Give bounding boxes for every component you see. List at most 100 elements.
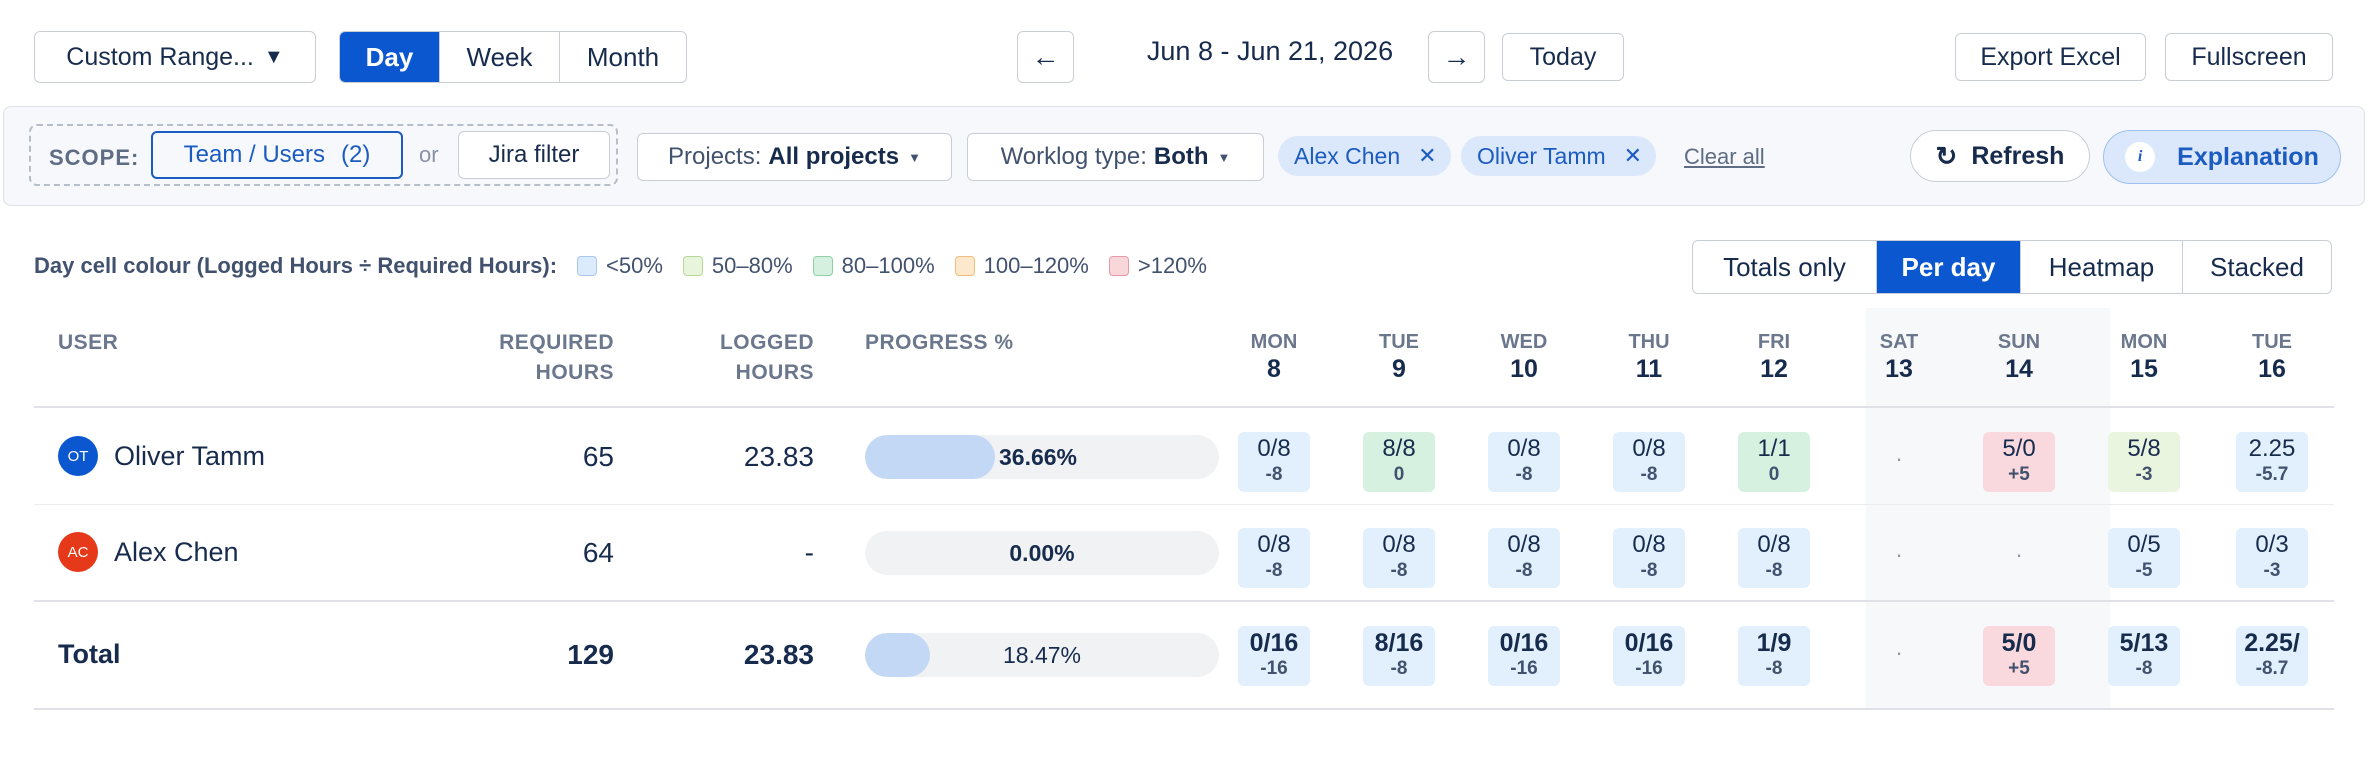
table-row[interactable]: OT Oliver Tamm 65 23.83 36.66% — [34, 408, 2334, 504]
cell-logged-required: 0/8 — [1507, 435, 1541, 462]
day-cell[interactable]: 0/3 -3 — [2236, 528, 2308, 588]
toolbar: Custom Range... ▼ Day Week Month ← Jun 8… — [0, 0, 2368, 106]
fullscreen-button[interactable]: Fullscreen — [2165, 33, 2333, 81]
granularity-week[interactable]: Week — [440, 32, 560, 82]
projects-dropdown[interactable]: Projects: All projects ▼ — [637, 133, 952, 181]
explanation-button[interactable]: i Explanation — [2103, 130, 2341, 184]
cell-difference: -8 — [1640, 560, 1658, 581]
cell-logged-required: 5/0 — [2001, 629, 2037, 657]
day-of-week: SUN — [1997, 331, 2041, 353]
view-heatmap[interactable]: Heatmap — [2021, 241, 2183, 293]
legend-swatch — [954, 256, 975, 276]
granularity-day[interactable]: Day — [340, 32, 440, 82]
total-day-cell[interactable]: 2.25/-8.7 — [2236, 626, 2308, 686]
cell-logged-required: 0/8 — [1632, 531, 1666, 558]
day-header: SAT 13 — [1854, 330, 1944, 384]
progress-percent: 18.47% — [1002, 641, 1081, 668]
granularity-toggle: Day Week Month — [339, 31, 687, 83]
cell-logged-required: 8/16 — [1374, 629, 1424, 657]
caret-down-icon: ▼ — [1217, 149, 1231, 165]
total-day-cell[interactable]: 0/16 -16 — [1238, 626, 1310, 686]
legend-text: <50% — [606, 253, 663, 278]
total-logged-hours: 23.83 — [743, 639, 814, 670]
total-day-cell[interactable]: 1/9 -8 — [1738, 626, 1810, 686]
jira-filter-button[interactable]: Jira filter — [458, 131, 610, 179]
close-icon[interactable]: ✕ — [1418, 143, 1437, 168]
day-cell[interactable]: 0/8 -8 — [1238, 432, 1310, 492]
cell-logged-required: 0/16 — [1624, 629, 1674, 657]
arrow-right-icon: → — [1442, 41, 1471, 72]
custom-range-dropdown[interactable]: Custom Range... ▼ — [34, 31, 316, 83]
view-per-day[interactable]: Per day — [1877, 241, 2021, 293]
team-users-label: Team / Users — [183, 141, 326, 168]
table-row[interactable]: AC Alex Chen 64 - 0.00% — [34, 504, 2334, 600]
day-cell[interactable]: 1/1 0 — [1738, 432, 1810, 492]
refresh-button[interactable]: ↻ Refresh — [1910, 130, 2090, 182]
clear-all-link[interactable]: Clear all — [1684, 144, 1765, 169]
cell-difference: -8 — [1390, 560, 1408, 581]
cell-logged-required: 8/8 — [1382, 435, 1416, 462]
caret-down-icon: ▼ — [908, 149, 921, 165]
refresh-label: Refresh — [1971, 141, 2065, 170]
day-cell[interactable]: 0/8 -8 — [1488, 528, 1560, 588]
view-totals-only[interactable]: Totals only — [1693, 241, 1877, 293]
total-day-cell[interactable]: 8/16 -8 — [1363, 626, 1435, 686]
team-users-button[interactable]: Team / Users (2) — [151, 131, 403, 179]
cell-difference: +5 — [2008, 464, 2030, 485]
day-header: TUE 16 — [2227, 330, 2317, 384]
day-cell[interactable]: 0/8 -8 — [1613, 528, 1685, 588]
day-cell[interactable]: 0/8 -8 — [1363, 528, 1435, 588]
day-cell[interactable]: 0/8 -8 — [1488, 432, 1560, 492]
day-date: 8 — [1267, 355, 1281, 383]
cell-logged-required: 0/8 — [1382, 531, 1416, 558]
next-period-button[interactable]: → — [1428, 31, 1485, 83]
close-icon[interactable]: ✕ — [1623, 143, 1643, 168]
header-required-line1: REQUIRED — [499, 331, 614, 354]
granularity-month[interactable]: Month — [586, 41, 660, 72]
explanation-label: Explanation — [2177, 142, 2319, 171]
cell-difference: 0 — [1393, 464, 1405, 485]
previous-period-button[interactable]: ← — [1017, 31, 1074, 83]
day-cell[interactable]: 0/5 -5 — [2108, 528, 2180, 588]
day-cell[interactable]: 5/0 +5 — [1983, 432, 2055, 492]
timesheet-table: USER REQUIRED HOURS LOGGED HOURS PROGRES… — [34, 308, 2334, 713]
worklog-type-dropdown[interactable]: Worklog type: Both ▼ — [967, 133, 1264, 181]
day-cell[interactable]: 5/8 -3 — [2108, 432, 2180, 492]
cell-logged-required: 0/3 — [2255, 531, 2289, 558]
avatar: OT — [58, 436, 98, 476]
day-header: MON 15 — [2099, 330, 2189, 384]
cell-logged-required: 0/8 — [1257, 435, 1291, 462]
cell-logged-required: 0/8 — [1632, 435, 1666, 462]
team-users-count: (2) — [341, 141, 371, 168]
avatar: AC — [58, 532, 98, 572]
today-button[interactable]: Today — [1502, 33, 1624, 81]
day-cell[interactable]: 0/8 -8 — [1738, 528, 1810, 588]
day-cell[interactable]: 2.25 -5.7 — [2236, 432, 2308, 492]
cell-logged-required: 5/8 — [2127, 435, 2161, 462]
or-label: or — [419, 142, 439, 167]
cell-difference: -16 — [1260, 658, 1288, 679]
progress-percent: 0.00% — [1009, 539, 1075, 566]
legend-text: 80–100% — [841, 253, 935, 278]
header-divider — [34, 406, 2334, 408]
total-day-cell[interactable]: 0/16 -16 — [1613, 626, 1685, 686]
export-excel-button[interactable]: Export Excel — [1955, 33, 2146, 81]
cell-logged-required: 2.25 — [2248, 435, 2296, 462]
day-header: FRI 12 — [1729, 330, 1819, 384]
day-cell-empty: · — [1895, 640, 1903, 665]
cell-difference: -8 — [1390, 658, 1408, 679]
total-day-cell[interactable]: 5/13 -8 — [2108, 626, 2180, 686]
total-day-cell[interactable]: 0/16 -16 — [1488, 626, 1560, 686]
scope-label: SCOPE: — [49, 145, 140, 170]
chip-label: Oliver Tamm — [1477, 142, 1606, 169]
day-cell[interactable]: 0/8 -8 — [1238, 528, 1310, 588]
total-day-cell[interactable]: 5/0 +5 — [1983, 626, 2055, 686]
worklog-value: Both — [1153, 143, 1209, 170]
day-cell[interactable]: 0/8 -8 — [1613, 432, 1685, 492]
total-label: Total — [58, 639, 121, 669]
progress-bar: 36.66% — [865, 435, 1219, 479]
view-stacked[interactable]: Stacked — [2210, 251, 2304, 282]
day-cell[interactable]: 8/8 0 — [1363, 432, 1435, 492]
header-logged-line1: LOGGED — [719, 331, 814, 354]
filter-bar: SCOPE: Team / Users (2) or Jira filter P… — [3, 106, 2365, 206]
